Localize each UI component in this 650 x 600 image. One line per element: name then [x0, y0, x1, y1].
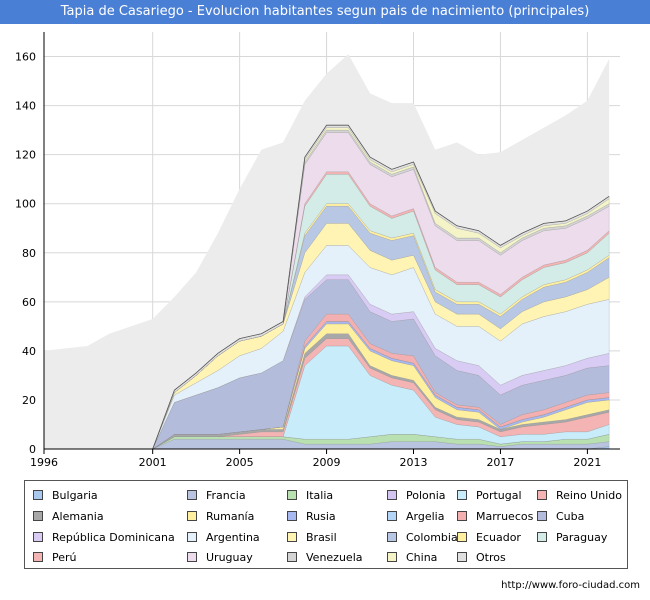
legend-swatch-china	[387, 552, 397, 562]
legend-swatch-ecuador	[457, 532, 467, 542]
x-tick-label-2009: 2009	[313, 456, 341, 469]
y-tick-label-160: 160	[15, 51, 36, 64]
legend-label-francia: Francia	[206, 489, 246, 502]
legend-label-portugal: Portugal	[476, 489, 522, 502]
legend-swatch-argentina	[187, 532, 197, 542]
chart-plot: 1996 2001 2005 2009 2013 2017 2021 0 20 40 60 80 10…	[15, 32, 620, 469]
y-axis-ticks: 0 20 40 60 80 100 120 140 160	[15, 51, 36, 456]
legend-swatch-argelia	[387, 511, 397, 521]
legend-label-alemania: Alemania	[52, 510, 104, 523]
legend-item-italia: Italia	[287, 489, 333, 502]
legend-swatch-colombia	[387, 532, 397, 542]
legend-swatch-francia	[187, 490, 197, 500]
legend-item-brasil: Brasil	[287, 531, 337, 544]
legend-item-colombia: Colombia	[387, 531, 458, 544]
legend-item-rumania: Rumanía	[187, 510, 254, 523]
legend-label-cuba: Cuba	[556, 510, 585, 523]
y-tick-label-40: 40	[22, 345, 36, 358]
chart-title: Tapia de Casariego - Evolucion habitante…	[0, 0, 650, 24]
legend-item-alemania: Alemania	[33, 510, 104, 523]
legend-swatch-alemania	[33, 511, 43, 521]
y-tick-label-60: 60	[22, 296, 36, 309]
legend-label-argelia: Argelia	[406, 510, 445, 523]
legend-item-peru: Perú	[33, 551, 77, 564]
legend-label-bulgaria: Bulgaria	[52, 489, 98, 502]
legend-item-portugal: Portugal	[457, 489, 522, 502]
legend-swatch-reino-unido	[537, 490, 547, 500]
legend-swatch-bulgaria	[33, 490, 43, 500]
y-tick-label-20: 20	[22, 394, 36, 407]
legend-swatch-marruecos	[457, 511, 467, 521]
legend-item-otros: Otros	[457, 551, 506, 564]
legend-item-venezuela: Venezuela	[287, 551, 363, 564]
legend-item-polonia: Polonia	[387, 489, 446, 502]
legend-label-republica-dominicana: República Dominicana	[52, 531, 175, 544]
y-tick-label-80: 80	[22, 247, 36, 260]
legend-label-reino-unido: Reino Unido	[556, 489, 622, 502]
legend-label-uruguay: Uruguay	[206, 551, 253, 564]
legend-item-bulgaria: Bulgaria	[33, 489, 98, 502]
legend-label-polonia: Polonia	[406, 489, 446, 502]
x-tick-label-1996: 1996	[30, 456, 58, 469]
x-axis-ticks: 1996 2001 2005 2009 2013 2017 2021	[30, 449, 601, 469]
legend-item-marruecos: Marruecos	[457, 510, 533, 523]
legend-label-peru: Perú	[52, 551, 77, 564]
series-areas	[152, 124, 610, 450]
legend-item-uruguay: Uruguay	[187, 551, 253, 564]
legend-swatch-otros	[457, 552, 467, 562]
legend-item-china: China	[387, 551, 437, 564]
legend-label-otros: Otros	[476, 551, 506, 564]
legend-swatch-uruguay	[187, 552, 197, 562]
x-tick-label-2005: 2005	[226, 456, 254, 469]
legend-label-marruecos: Marruecos	[476, 510, 534, 523]
legend-swatch-peru	[33, 552, 43, 562]
legend-item-reino-unido: Reino Unido	[537, 489, 622, 502]
legend-label-argentina: Argentina	[206, 531, 260, 544]
legend-item-francia: Francia	[187, 489, 246, 502]
legend-swatch-portugal	[457, 490, 467, 500]
legend-label-brasil: Brasil	[306, 531, 337, 544]
legend: Bulgaria Francia Italia Polonia Portugal Rein…	[24, 480, 628, 569]
legend-item-cuba: Cuba	[537, 510, 584, 523]
legend-label-rumania: Rumanía	[206, 510, 255, 523]
legend-label-venezuela: Venezuela	[306, 551, 363, 564]
x-tick-label-2021: 2021	[573, 456, 601, 469]
legend-swatch-paraguay	[537, 532, 547, 542]
y-tick-label-120: 120	[15, 149, 36, 162]
legend-label-italia: Italia	[306, 489, 334, 502]
legend-item-ecuador: Ecuador	[457, 531, 521, 544]
legend-label-colombia: Colombia	[406, 531, 458, 544]
legend-swatch-republica-dominicana	[33, 532, 43, 542]
axes	[43, 32, 620, 450]
legend-swatch-rusia	[287, 511, 297, 521]
y-tick-label-140: 140	[15, 100, 36, 113]
legend-item-argentina: Argentina	[187, 531, 260, 544]
x-tick-label-2001: 2001	[139, 456, 167, 469]
legend-item-argelia: Argelia	[387, 510, 444, 523]
legend-item-paraguay: Paraguay	[537, 531, 607, 544]
x-tick-label-2017: 2017	[486, 456, 514, 469]
legend-item-republica-dominicana: República Dominicana	[33, 531, 175, 544]
stack-top-outline	[152, 124, 610, 450]
legend-label-paraguay: Paraguay	[556, 531, 608, 544]
y-tick-label-100: 100	[15, 198, 36, 211]
x-tick-label-2013: 2013	[400, 456, 428, 469]
legend-swatch-italia	[287, 490, 297, 500]
legend-label-rusia: Rusia	[306, 510, 336, 523]
legend-item-rusia: Rusia	[287, 510, 336, 523]
source-link[interactable]: http://www.foro-ciudad.com	[501, 580, 640, 591]
y-tick-label-0: 0	[29, 443, 36, 456]
legend-swatch-cuba	[537, 511, 547, 521]
legend-swatch-rumania	[187, 511, 197, 521]
legend-swatch-brasil	[287, 532, 297, 542]
legend-label-china: China	[406, 551, 438, 564]
legend-swatch-polonia	[387, 490, 397, 500]
legend-swatch-venezuela	[287, 552, 297, 562]
legend-label-ecuador: Ecuador	[476, 531, 521, 544]
